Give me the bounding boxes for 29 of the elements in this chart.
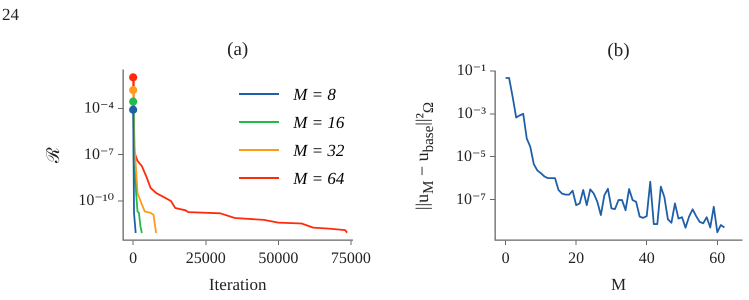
x-tick-label: 60 [709, 250, 726, 267]
chart-title: (b) [607, 40, 630, 61]
y-tick-label: 10⁻¹ [456, 62, 486, 80]
y-tick-label: 10⁻⁵ [456, 148, 486, 165]
x-tick-label: 40 [638, 250, 655, 267]
text: 24 [2, 5, 19, 24]
legend-label: M = 32 [293, 140, 344, 160]
y-axis-title: ℛ [43, 147, 63, 163]
point [129, 98, 138, 106]
y-tick-label: 10⁻⁴ [84, 99, 114, 116]
y-tick-label: 10⁻⁷ [84, 146, 114, 163]
x-tick-label: 20 [568, 250, 584, 267]
chart-title: (a) [227, 39, 248, 60]
x-tick-label: 0 [129, 250, 138, 267]
y-tick-label: 10⁻⁷ [456, 190, 486, 208]
point [129, 86, 138, 94]
x-axis-title: M [610, 275, 626, 294]
point [129, 73, 138, 82]
x-axis-title: Iteration [208, 275, 266, 294]
y-tick-label: 10⁻¹⁰ [78, 192, 114, 210]
legend-label: M = 64 [293, 168, 344, 188]
x-tick-label: 75000 [330, 250, 371, 267]
point [129, 106, 138, 114]
x-tick-label: 50000 [258, 250, 298, 267]
legend-label: M = 8 [293, 84, 336, 104]
x-tick-label: 0 [502, 250, 510, 267]
y-tick-label: 10⁻³ [456, 105, 486, 122]
legend-label: M = 16 [293, 112, 344, 132]
x-tick-label: 25000 [186, 250, 226, 267]
